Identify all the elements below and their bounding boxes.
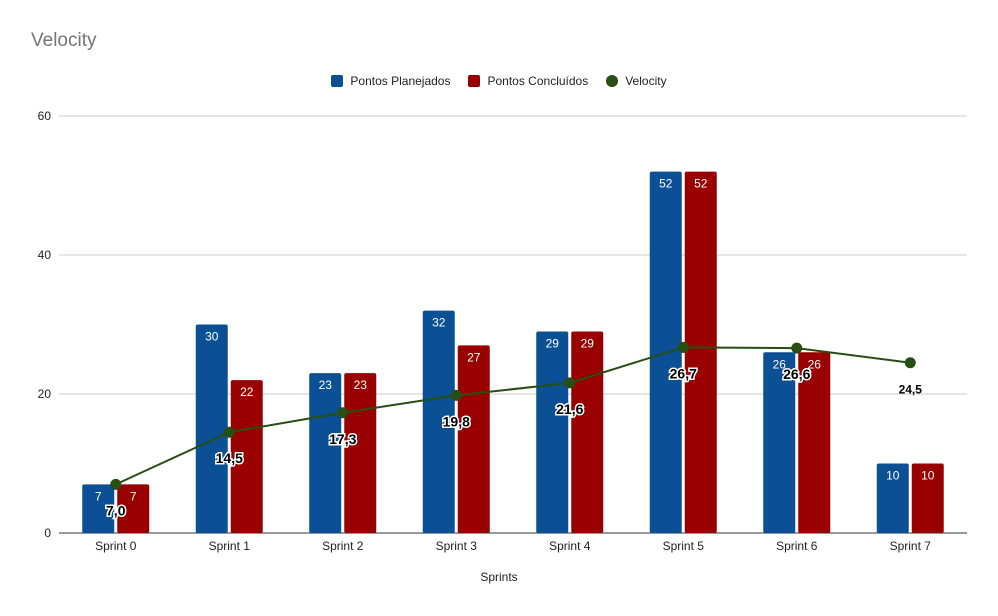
velocity-value-label: 17,3 <box>329 431 356 447</box>
legend: Pontos Planejados Pontos Concluídos Velo… <box>0 74 998 88</box>
bar <box>911 463 944 533</box>
bar <box>309 373 342 533</box>
x-tick-label: Sprint 2 <box>322 539 364 553</box>
legend-swatch-concluidos <box>468 75 481 87</box>
y-tick-label: 40 <box>38 248 52 262</box>
bar-value-label: 27 <box>467 350 481 364</box>
y-tick-label: 20 <box>38 387 52 401</box>
x-tick-label: Sprint 1 <box>209 539 251 553</box>
bar-value-label: 10 <box>886 469 900 483</box>
velocity-point <box>791 342 803 354</box>
velocity-point <box>110 478 122 490</box>
velocity-point <box>904 357 916 369</box>
x-axis-title: Sprints <box>480 570 518 584</box>
bar <box>684 171 717 533</box>
bar-value-label: 52 <box>659 177 673 191</box>
bar-value-label: 22 <box>240 385 254 399</box>
legend-item-planejados[interactable]: Pontos Planejados <box>331 74 450 88</box>
legend-item-velocity[interactable]: Velocity <box>606 74 667 88</box>
velocity-value-label: 14,5 <box>216 450 243 466</box>
bar <box>571 331 604 533</box>
velocity-line <box>115 346 911 486</box>
velocity-value-label: 19,8 <box>443 413 470 429</box>
bar-value-label: 23 <box>319 378 333 392</box>
x-tick-label: Sprint 7 <box>890 539 932 553</box>
x-tick-label: Sprint 4 <box>549 539 591 553</box>
velocity-point <box>223 426 235 438</box>
bar-value-label: 29 <box>581 336 595 350</box>
x-tick-label: Sprint 3 <box>436 539 478 553</box>
y-tick-label: 60 <box>38 109 52 123</box>
velocity-value-label: 26,6 <box>783 366 810 382</box>
bar <box>195 324 228 533</box>
velocity-point <box>337 407 349 419</box>
velocity-point <box>450 389 462 401</box>
bar-value-label: 7 <box>95 489 102 503</box>
velocity-point <box>677 341 689 353</box>
bar <box>763 352 796 533</box>
bar-value-label: 7 <box>130 489 137 503</box>
legend-label-concluidos: Pontos Concluídos <box>487 74 589 88</box>
bar <box>457 345 490 533</box>
bar <box>82 484 115 533</box>
bar-value-label: 26 <box>808 357 822 371</box>
x-tick-label: Sprint 6 <box>776 539 818 553</box>
bar <box>117 484 150 533</box>
legend-label-planejados: Pontos Planejados <box>350 74 451 88</box>
velocity-value-label: 26,7 <box>670 365 697 381</box>
y-tick-label: 0 <box>44 526 51 540</box>
bar-value-label: 10 <box>921 469 935 483</box>
bar-value-label: 52 <box>694 177 708 191</box>
bar <box>230 380 263 533</box>
velocity-value-label: 21,6 <box>556 401 583 417</box>
bar-value-label: 30 <box>205 330 219 344</box>
bar <box>798 352 831 533</box>
bar-value-label: 29 <box>546 336 560 350</box>
x-tick-label: Sprint 0 <box>95 539 137 553</box>
bar-value-label: 32 <box>432 316 446 330</box>
bar <box>344 373 377 533</box>
x-tick-label: Sprint 5 <box>663 539 705 553</box>
bar <box>876 463 909 533</box>
legend-item-concluidos[interactable]: Pontos Concluídos <box>468 74 588 88</box>
bar <box>422 310 455 533</box>
legend-swatch-velocity <box>606 75 619 87</box>
bar-value-label: 26 <box>773 357 787 371</box>
velocity-value-label: 7,0 <box>106 502 126 518</box>
bar-value-label: 23 <box>354 378 368 392</box>
chart-title: Velocity <box>31 30 97 51</box>
legend-label-velocity: Velocity <box>625 74 667 88</box>
bar <box>536 331 569 533</box>
velocity-value-label: 24,5 <box>899 383 923 397</box>
legend-swatch-planejados <box>331 75 344 87</box>
velocity-point <box>564 377 576 389</box>
